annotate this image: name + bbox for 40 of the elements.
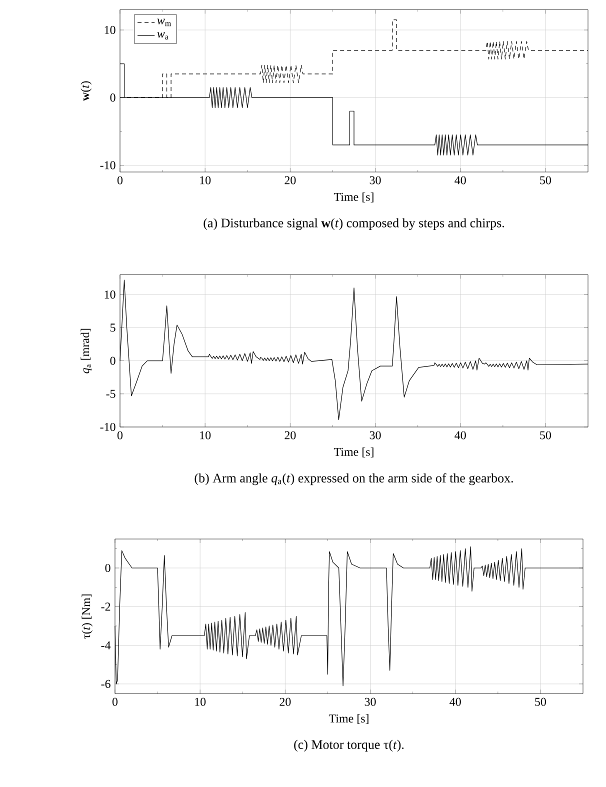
x-axis-title: Time [s] <box>334 192 374 202</box>
x-tick-label: 10 <box>195 698 206 706</box>
x-tick-label: 10 <box>200 176 211 184</box>
y-tick-label: 0 <box>105 564 110 572</box>
x-tick-label: 40 <box>450 698 461 706</box>
y-tick-label: 10 <box>104 26 116 34</box>
y-tick-label: 5 <box>110 324 116 332</box>
x-tick-label: 20 <box>284 176 296 184</box>
x-tick-label: 40 <box>454 176 466 184</box>
y-tick-label: -4 <box>101 641 111 650</box>
text: (b) Arm angle q$_{a}$(t) expressed on the arm side of the gearbox. <box>194 473 513 486</box>
y-tick-label: -10 <box>100 422 116 432</box>
x-tick-label: 20 <box>280 698 291 706</box>
text: (a) Disturbance signal w(t) composed by steps and chirps. <box>204 218 504 230</box>
x-tick-label: 10 <box>200 431 211 440</box>
x-tick-label: 50 <box>540 176 551 184</box>
y-tick-label: -5 <box>106 390 116 398</box>
y-tick-label: -10 <box>100 161 116 170</box>
y-tick-label: 0 <box>110 356 116 365</box>
y-tick-label: -2 <box>101 602 110 611</box>
x-tick-label: 30 <box>370 176 381 184</box>
y-axis-title: q$_{a}$ [mrad] <box>80 328 92 374</box>
x-tick-label: 0 <box>117 176 123 184</box>
text: (c) Motor torque τ(t). <box>294 740 404 752</box>
x-tick-label: 50 <box>540 431 551 440</box>
legend-label: w$_{a}$ <box>157 32 168 40</box>
y-tick-label: -6 <box>101 680 110 688</box>
y-axis-title: w(t) <box>80 81 92 101</box>
x-tick-label: 30 <box>364 698 376 706</box>
legend-label: w$_{m}$ <box>157 18 172 26</box>
x-tick-label: 30 <box>370 431 381 440</box>
y-tick-label: 0 <box>110 94 116 102</box>
y-tick-label: 10 <box>104 290 116 299</box>
x-tick-label: 40 <box>454 431 466 440</box>
x-axis-title: Time [s] <box>328 714 368 724</box>
y-axis-title: τ(t) [Nm] <box>82 594 93 639</box>
x-axis-title: Time [s] <box>334 447 374 458</box>
x-tick-label: 0 <box>117 431 123 440</box>
x-tick-label: 50 <box>535 698 546 706</box>
x-tick-label: 20 <box>284 431 296 440</box>
